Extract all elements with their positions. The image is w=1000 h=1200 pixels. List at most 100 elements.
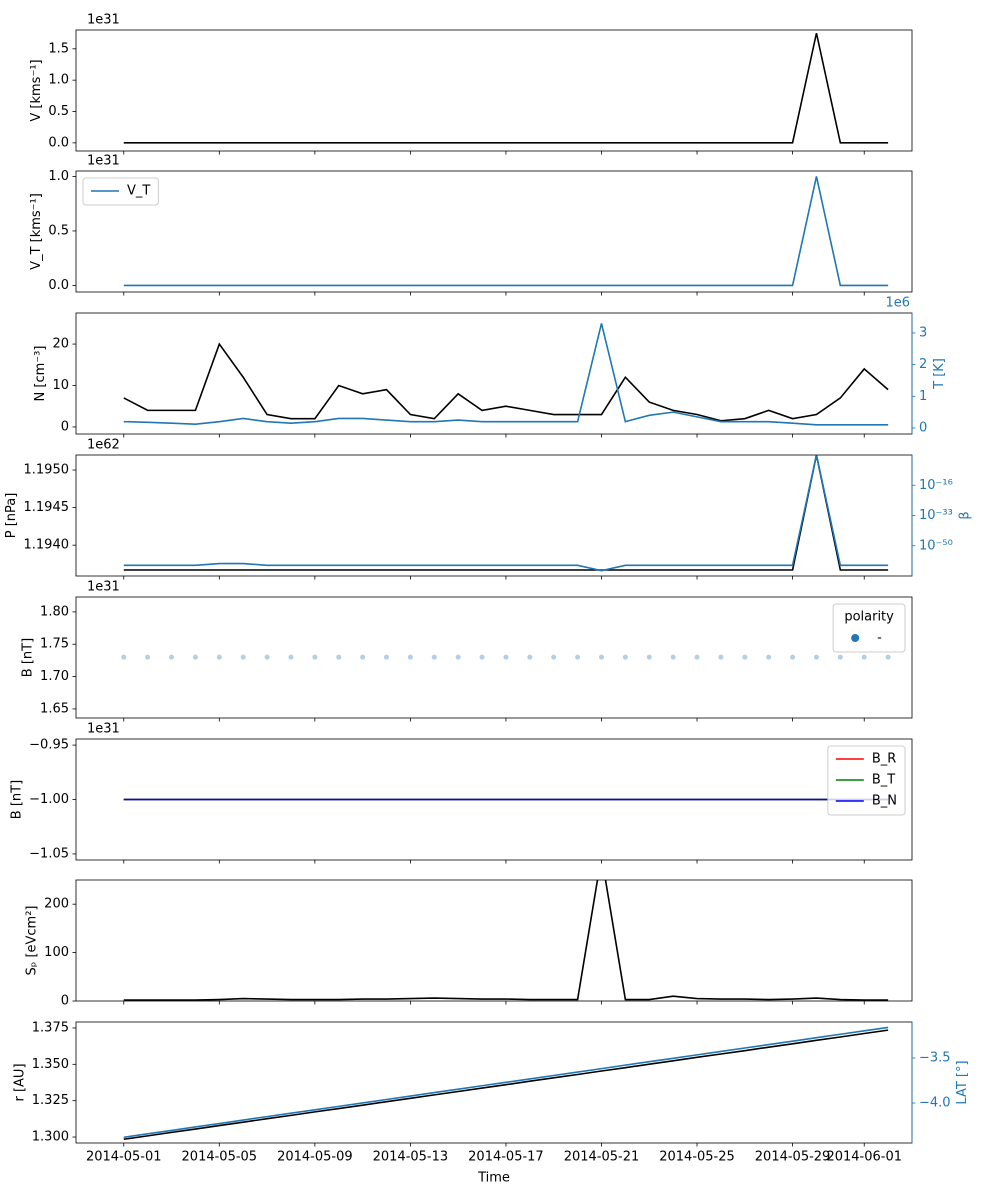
point [622, 654, 628, 660]
point [551, 654, 557, 660]
plot-area [123, 1026, 889, 1141]
point [790, 654, 796, 660]
y-tick-label: 1.375 [32, 1020, 69, 1035]
legend: V_T [82, 177, 159, 206]
y-tick-label: 1.80 [40, 604, 69, 619]
plot-area [123, 323, 889, 426]
y-tick-label: 0.0 [48, 135, 69, 150]
y2-axis-label: LAT [°] [955, 1060, 970, 1104]
y-tick-label: 0 [61, 419, 69, 434]
y2-tick-label: 0 [919, 420, 927, 435]
point [837, 654, 843, 660]
y-tick-label: −1.05 [29, 846, 69, 861]
point [742, 654, 748, 660]
y-tick-label: 200 [44, 897, 69, 912]
x-tick-label: 2014-05-29 [755, 1150, 831, 1165]
point [216, 654, 222, 660]
line [123, 1026, 889, 1139]
y-axis-label: V [kms⁻¹] [29, 59, 44, 121]
line [123, 455, 889, 571]
x-tick-label: 2014-05-05 [182, 1150, 258, 1165]
y2-tick-label: 10⁻⁵⁰ [919, 538, 953, 553]
point [431, 654, 437, 660]
y2-tick-label: −3.5 [919, 1051, 951, 1066]
point [694, 654, 700, 660]
legend: polarity - [832, 603, 906, 653]
y-axis-label: Sₚ [eVcm²] [25, 905, 40, 975]
y-axis-label: r [AU] [12, 1063, 27, 1101]
point [455, 654, 461, 660]
y-tick-label: 1.70 [40, 669, 69, 684]
y-tick-label: 1.0 [48, 73, 69, 88]
y-axis-label: N [cm⁻³] [33, 346, 48, 402]
point [885, 654, 891, 660]
point [145, 654, 151, 660]
y2-tick-label: 10⁻¹⁶ [919, 478, 953, 493]
axes-frame [75, 879, 913, 1002]
axes-frame [75, 170, 913, 293]
offset-label: 1e31 [87, 13, 120, 28]
point [479, 654, 485, 660]
point [646, 654, 652, 660]
point [360, 654, 366, 660]
line [123, 342, 889, 422]
legend-label: V_T [127, 184, 150, 199]
y-tick-label: 1.65 [40, 701, 69, 716]
point [169, 654, 175, 660]
y-tick-label: 0.5 [48, 104, 69, 119]
point [670, 654, 676, 660]
y2-tick-label: 2 [919, 357, 927, 372]
axes-frame [75, 596, 913, 719]
y-tick-label: 10 [52, 378, 69, 393]
x-tick-label: 2014-05-01 [86, 1150, 162, 1165]
point [336, 654, 342, 660]
y-tick-label: 20 [52, 337, 69, 352]
plot-area [123, 32, 889, 144]
line [123, 880, 889, 1001]
y-tick-label: 1.1945 [24, 500, 70, 515]
legend-box [832, 603, 906, 653]
y-tick-label: 1.0 [48, 169, 69, 184]
point [288, 654, 294, 660]
y2-tick-label: 3 [919, 325, 927, 340]
legend-label: B_R [872, 752, 896, 767]
point [407, 654, 413, 660]
offset-label: 1e31 [87, 580, 120, 595]
x-tick-label: 2014-05-13 [373, 1150, 449, 1165]
point [766, 654, 772, 660]
y-tick-label: 1.350 [32, 1057, 69, 1072]
y2-axis-label: β [957, 511, 972, 519]
y-tick-label: 1.1940 [24, 538, 70, 553]
point [312, 654, 318, 660]
line [123, 323, 889, 426]
y2-axis-label: T [K] [932, 358, 947, 390]
line [123, 32, 889, 144]
x-tick-label: 2014-05-17 [468, 1150, 544, 1165]
y-tick-label: −0.95 [29, 738, 69, 753]
point [121, 654, 127, 660]
y-tick-label: 1.75 [40, 637, 69, 652]
line [123, 176, 889, 287]
y-tick-label: 1.5 [48, 41, 69, 56]
point [384, 654, 390, 660]
plot-area [121, 654, 891, 660]
axes-frame [75, 454, 913, 577]
point [503, 654, 509, 660]
y-axis-label: V_T [kms⁻¹] [29, 193, 44, 270]
point [527, 654, 533, 660]
y-tick-label: 0.5 [48, 223, 69, 238]
line [123, 455, 889, 572]
legend-box [82, 177, 159, 206]
plot-area [123, 880, 889, 1001]
y-axis-label: P [nPa] [4, 493, 19, 539]
x-tick-label: 2014-05-21 [564, 1150, 640, 1165]
legend-label: B_N [872, 794, 897, 809]
y2-tick-label: 1 [919, 389, 927, 404]
point [264, 654, 270, 660]
point [861, 654, 867, 660]
axes-frame [75, 1021, 913, 1144]
plot-area [123, 455, 889, 572]
y-axis-label: B [nT] [21, 638, 36, 677]
offset-label: 1e31 [87, 154, 120, 169]
